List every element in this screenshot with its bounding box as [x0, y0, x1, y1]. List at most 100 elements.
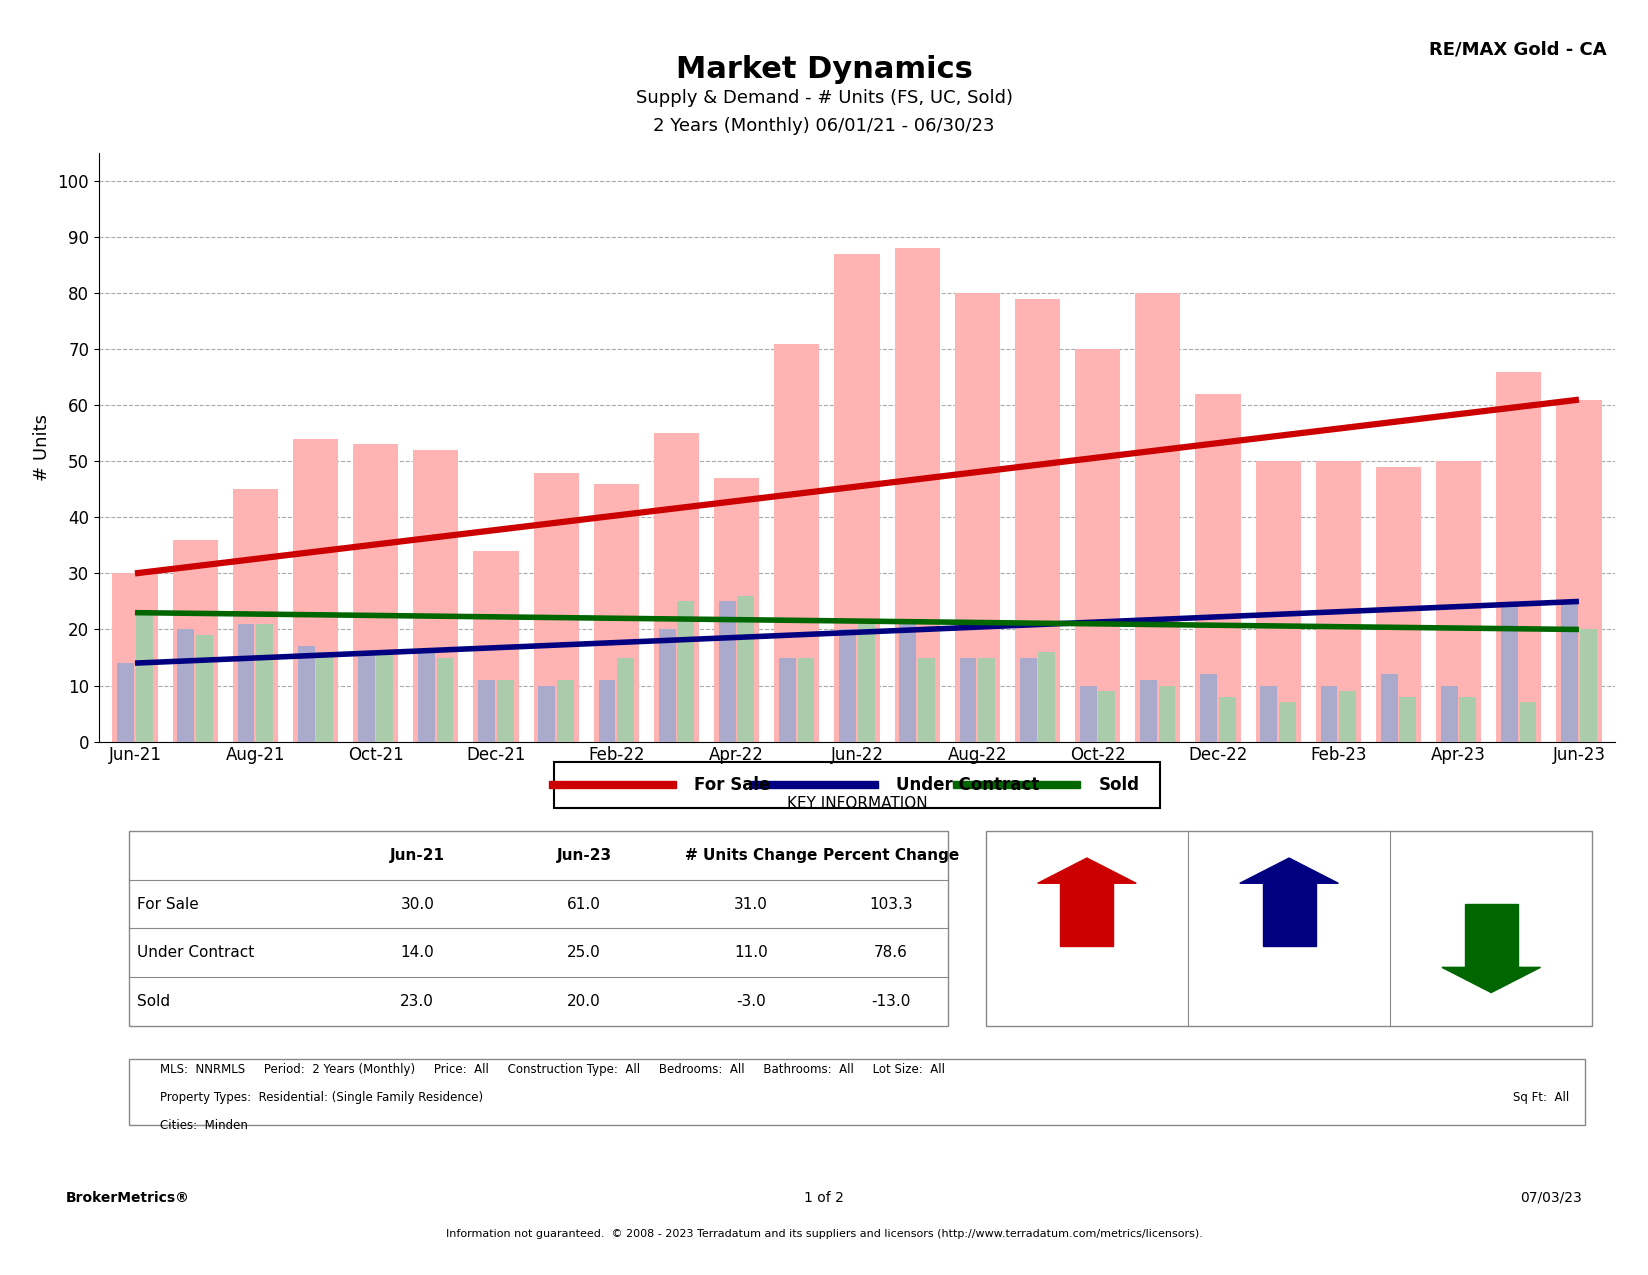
- Text: Under Contract: Under Contract: [897, 775, 1040, 794]
- Text: 1 of 2: 1 of 2: [804, 1191, 844, 1205]
- Text: Sq Ft:  All: Sq Ft: All: [1513, 1091, 1569, 1104]
- Text: BrokerMetrics®: BrokerMetrics®: [66, 1191, 190, 1205]
- Bar: [135, 613, 153, 742]
- Bar: [1195, 394, 1241, 742]
- Bar: [986, 831, 1592, 1026]
- Bar: [1020, 658, 1037, 742]
- Bar: [112, 574, 158, 742]
- Bar: [719, 602, 735, 742]
- Bar: [173, 539, 218, 742]
- Bar: [1440, 686, 1458, 742]
- Text: 78.6: 78.6: [873, 945, 908, 960]
- Bar: [473, 551, 519, 742]
- Bar: [1262, 884, 1315, 946]
- Bar: [1519, 703, 1536, 742]
- Bar: [539, 686, 555, 742]
- Text: Sold
-13.0%: Sold -13.0%: [1472, 868, 1511, 890]
- Bar: [1074, 349, 1121, 742]
- Bar: [1501, 607, 1518, 742]
- Bar: [839, 630, 855, 742]
- Bar: [316, 652, 333, 742]
- Text: 25.0: 25.0: [567, 945, 602, 960]
- Bar: [954, 293, 1000, 742]
- Text: Sold: Sold: [137, 994, 170, 1010]
- Bar: [557, 680, 574, 742]
- Bar: [1015, 298, 1060, 742]
- Bar: [419, 652, 435, 742]
- Bar: [654, 434, 699, 742]
- Bar: [1256, 462, 1300, 742]
- Bar: [129, 1058, 1585, 1126]
- Bar: [358, 652, 374, 742]
- Bar: [298, 646, 315, 742]
- Bar: [1135, 293, 1180, 742]
- Bar: [895, 249, 939, 742]
- Text: 2 Years (Monthly) 06/01/21 - 06/30/23: 2 Years (Monthly) 06/01/21 - 06/30/23: [653, 117, 995, 135]
- Bar: [1038, 652, 1055, 742]
- Bar: [616, 658, 634, 742]
- Bar: [1140, 680, 1157, 742]
- Bar: [979, 658, 995, 742]
- Bar: [1340, 691, 1356, 742]
- Text: For Sale
+103.3%: For Sale +103.3%: [1061, 961, 1112, 982]
- Bar: [918, 658, 934, 742]
- Bar: [959, 658, 977, 742]
- Bar: [1079, 686, 1098, 742]
- Polygon shape: [1038, 858, 1135, 884]
- Text: Sold: Sold: [1099, 775, 1139, 794]
- Bar: [1460, 696, 1477, 742]
- Text: 23.0: 23.0: [400, 994, 433, 1010]
- Bar: [196, 635, 213, 742]
- Bar: [1435, 462, 1482, 742]
- Bar: [478, 680, 494, 742]
- Text: 11.0: 11.0: [733, 945, 768, 960]
- Bar: [178, 630, 194, 742]
- Bar: [437, 658, 453, 742]
- Bar: [414, 450, 458, 742]
- Bar: [659, 630, 676, 742]
- Bar: [677, 602, 694, 742]
- Bar: [1315, 462, 1361, 742]
- Bar: [496, 680, 514, 742]
- Text: Supply & Demand - # Units (FS, UC, Sold): Supply & Demand - # Units (FS, UC, Sold): [636, 89, 1012, 107]
- Bar: [775, 343, 819, 742]
- Bar: [1465, 904, 1518, 968]
- Text: 14.0: 14.0: [400, 945, 433, 960]
- Text: -3.0: -3.0: [737, 994, 766, 1010]
- Bar: [1556, 399, 1602, 742]
- Bar: [1159, 686, 1175, 742]
- Text: Market Dynamics: Market Dynamics: [676, 55, 972, 84]
- Text: 103.3: 103.3: [868, 896, 913, 912]
- Bar: [714, 478, 760, 742]
- Bar: [117, 663, 133, 742]
- Text: Property Types:  Residential: (Single Family Residence): Property Types: Residential: (Single Fam…: [160, 1091, 483, 1104]
- Bar: [376, 652, 394, 742]
- Text: Jun-21: Jun-21: [391, 848, 445, 863]
- Text: MLS:  NNRMLS     Period:  2 Years (Monthly)     Price:  All     Construction Typ: MLS: NNRMLS Period: 2 Years (Monthly) Pr…: [160, 1063, 944, 1076]
- Text: 07/03/23: 07/03/23: [1521, 1191, 1582, 1205]
- Bar: [1220, 696, 1236, 742]
- Text: 31.0: 31.0: [733, 896, 768, 912]
- Text: 61.0: 61.0: [567, 896, 602, 912]
- Bar: [554, 761, 1160, 808]
- Bar: [900, 623, 916, 742]
- Text: For Sale: For Sale: [137, 896, 198, 912]
- Bar: [1060, 884, 1114, 946]
- Bar: [1399, 696, 1416, 742]
- Bar: [859, 623, 875, 742]
- Text: Information not guaranteed.  © 2008 - 2023 Terradatum and its suppliers and lice: Information not guaranteed. © 2008 - 202…: [445, 1229, 1203, 1239]
- Bar: [598, 680, 615, 742]
- Text: 20.0: 20.0: [567, 994, 602, 1010]
- Bar: [353, 445, 399, 742]
- Bar: [534, 473, 578, 742]
- Text: Under Contract: Under Contract: [137, 945, 254, 960]
- Y-axis label: # Units: # Units: [33, 414, 51, 481]
- Bar: [1320, 686, 1338, 742]
- Text: -13.0: -13.0: [872, 994, 911, 1010]
- Bar: [798, 658, 814, 742]
- Bar: [129, 831, 948, 1026]
- Bar: [834, 254, 880, 742]
- Text: 30.0: 30.0: [400, 896, 433, 912]
- Bar: [1580, 630, 1597, 742]
- Bar: [1279, 703, 1295, 742]
